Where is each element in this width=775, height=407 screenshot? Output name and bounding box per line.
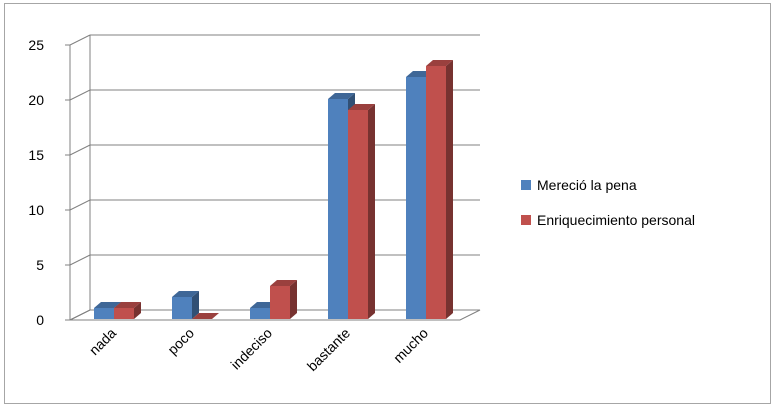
gridline-side	[69, 144, 91, 156]
y-tick-labels: 0 5 10 15 20 25	[28, 37, 44, 328]
legend-swatch	[521, 180, 531, 190]
bar	[250, 308, 270, 319]
legend-label: Enriquecimiento personal	[537, 212, 695, 228]
x-tick-label: nada	[86, 325, 119, 358]
x-tick-label: mucho	[390, 325, 431, 366]
bar	[94, 308, 114, 319]
chart-floor	[69, 309, 481, 321]
chart-frame	[4, 3, 771, 404]
bar-side	[192, 291, 199, 319]
bar-top	[270, 280, 297, 286]
bar	[172, 297, 192, 319]
bar-top	[328, 93, 355, 99]
bar-side	[368, 104, 375, 319]
bar-top	[172, 291, 199, 297]
x-tick-label: bastante	[304, 325, 353, 374]
bar	[270, 286, 290, 319]
legend-label: Mereció la pena	[537, 177, 637, 193]
bar-top	[114, 302, 141, 308]
y-tick-label: 0	[36, 312, 44, 328]
legend: Mereció la pena Enriquecimiento personal	[521, 177, 695, 228]
bar-side	[290, 280, 297, 319]
bar	[348, 110, 368, 319]
bar-top	[94, 302, 121, 308]
bar-top	[348, 104, 375, 110]
bar-top	[426, 60, 453, 66]
legend-swatch	[521, 215, 531, 225]
bar	[426, 66, 446, 319]
y-tick-label: 20	[28, 92, 44, 108]
y-tick-label: 5	[36, 257, 44, 273]
y-tick-label: 25	[28, 37, 44, 53]
bar	[114, 308, 134, 319]
bar-top	[192, 313, 219, 319]
bar	[406, 77, 426, 319]
bar	[328, 99, 348, 319]
x-tick-labels: nada poco indeciso bastante mucho	[86, 325, 431, 374]
gridline-side	[69, 199, 91, 211]
axes	[65, 35, 481, 321]
y-tick-label: 15	[28, 147, 44, 163]
bars	[94, 60, 453, 319]
bar-side	[134, 302, 141, 319]
gridline-side	[69, 254, 91, 266]
gridline-side	[69, 89, 91, 101]
x-tick-label: poco	[164, 325, 197, 358]
gridline-side	[69, 34, 91, 46]
bar-side	[446, 60, 453, 319]
y-tick-label: 10	[28, 202, 44, 218]
x-tick-label: indeciso	[227, 325, 275, 373]
